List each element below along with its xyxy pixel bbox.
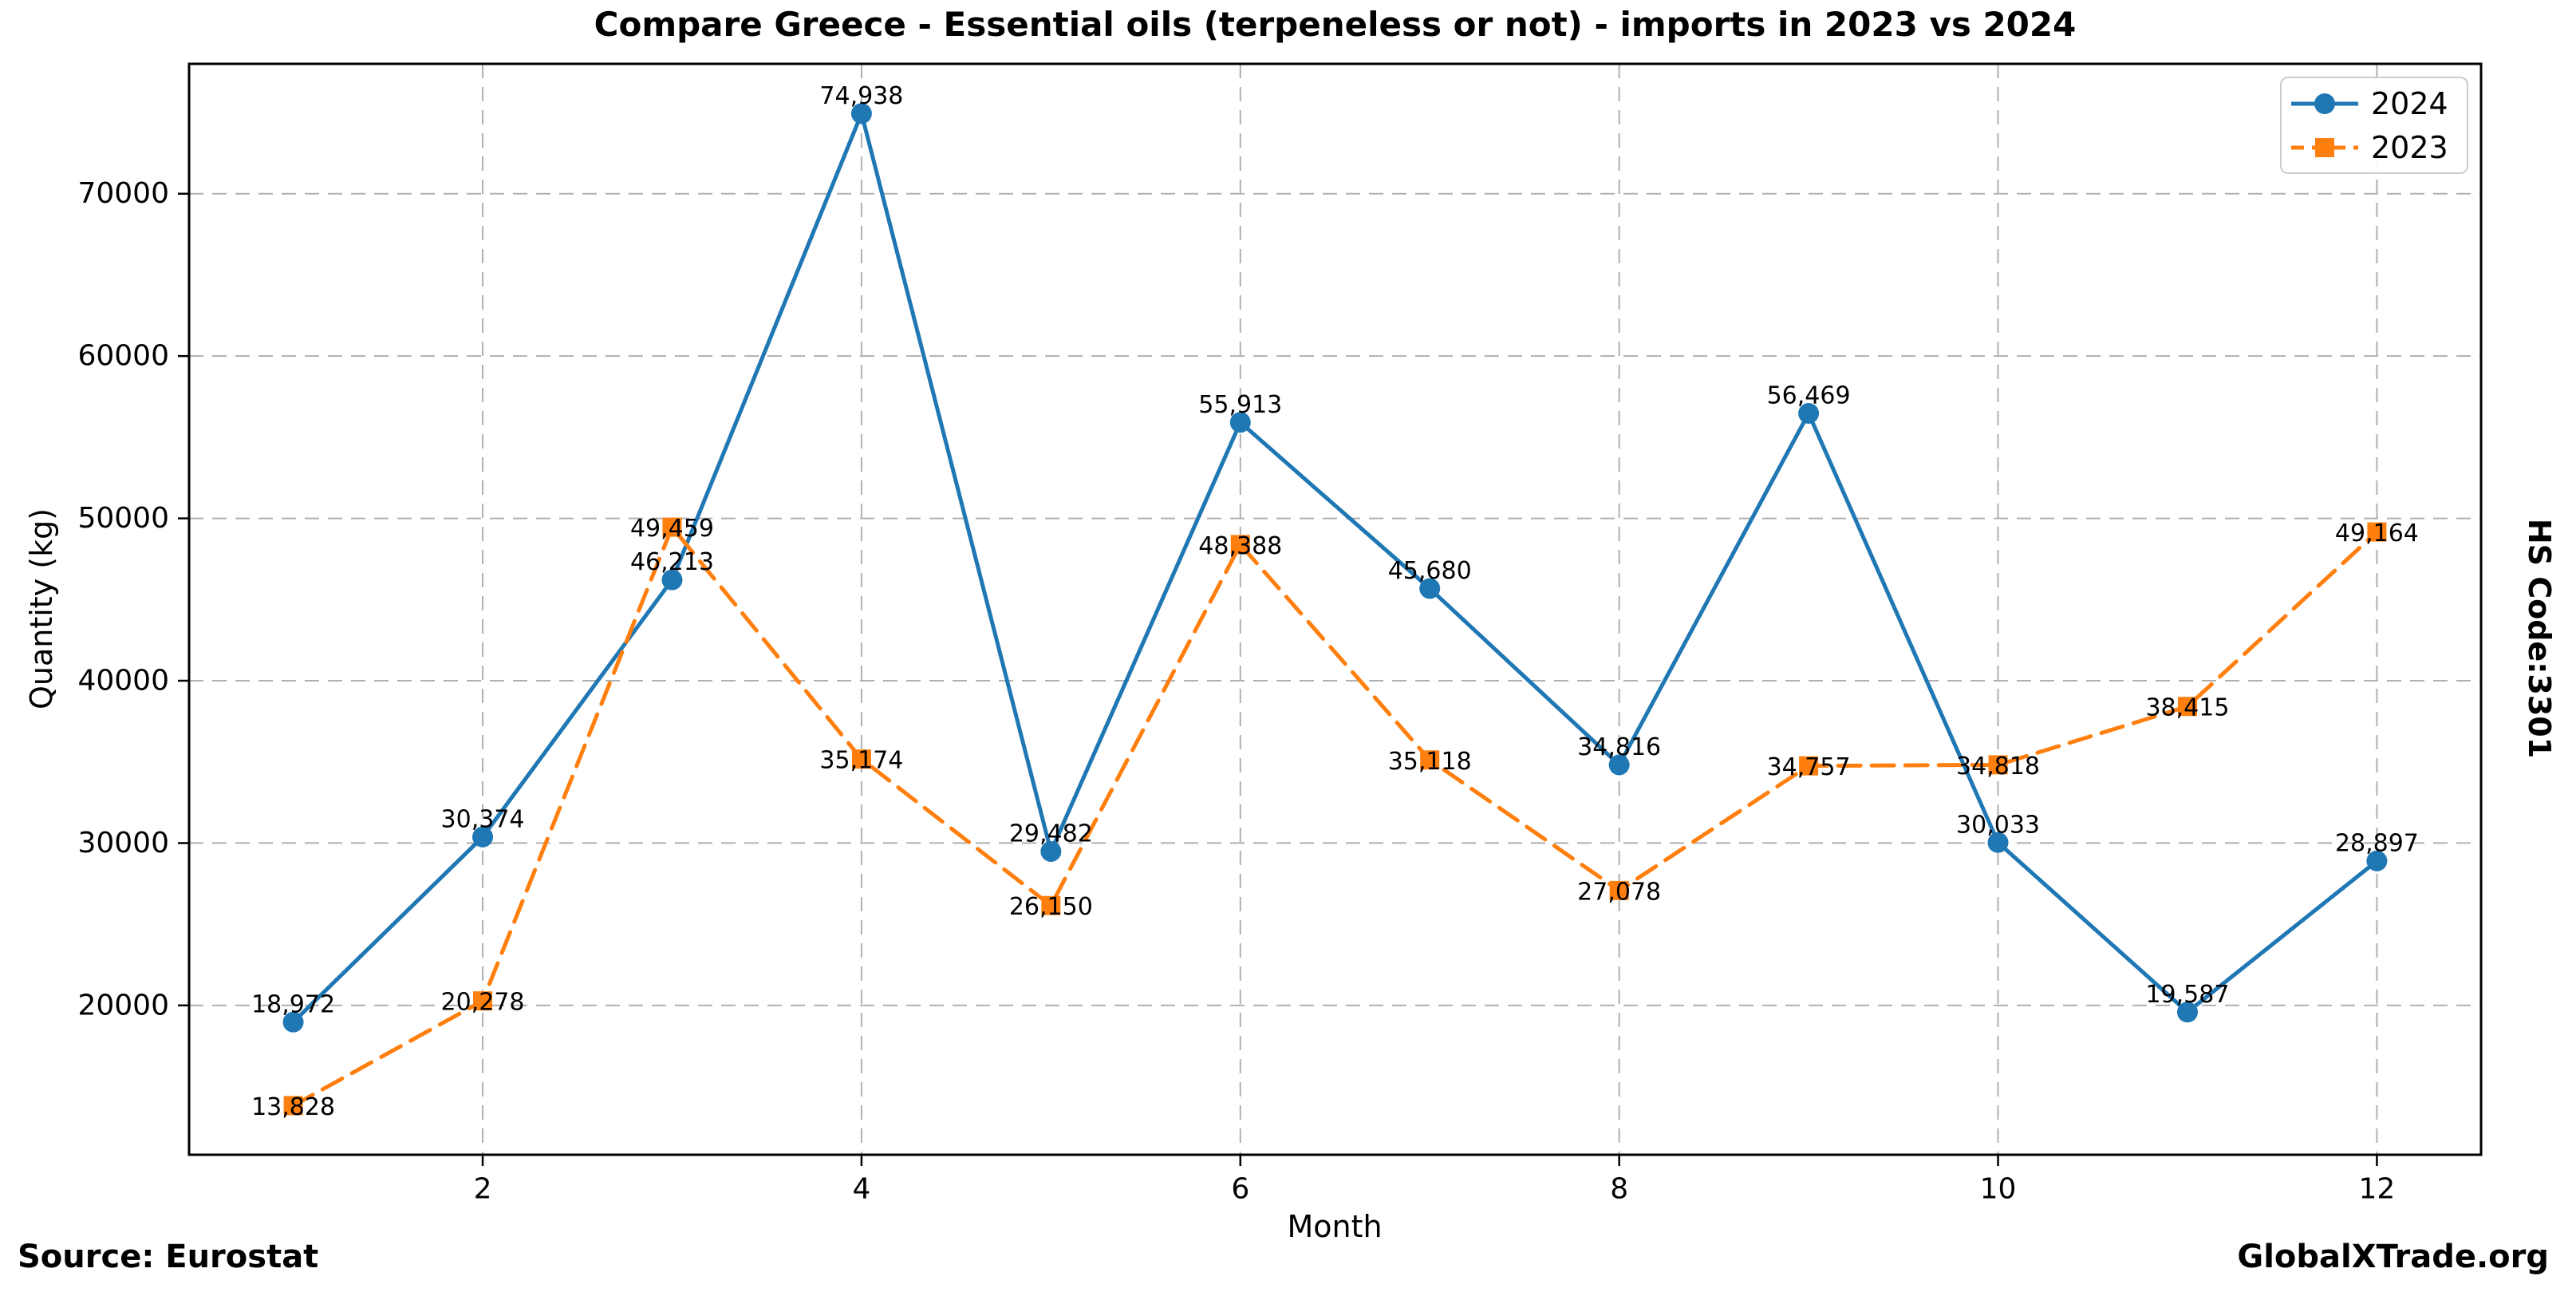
legend-label-2023: 2023 [2371, 129, 2448, 165]
data-label-2023-m11: 38,415 [2145, 694, 2229, 722]
legend: 2024 2023 [2280, 77, 2468, 174]
brand-label: GlobalXTrade.org [2237, 1239, 2549, 1275]
legend-line-2023-icon [2291, 137, 2358, 157]
data-point-2024-m10 [1987, 832, 2009, 853]
data-label-2024-m8: 34,816 [1577, 733, 1661, 761]
data-point-2024-m9 [1798, 402, 1820, 424]
data-point-2023-m10 [1988, 755, 2008, 775]
data-label-2024-m6: 55,913 [1198, 391, 1282, 419]
data-label-2023-m9: 34,757 [1767, 753, 1851, 781]
data-point-2024-m7 [1419, 578, 1441, 599]
data-point-2024-m11 [2176, 1002, 2198, 1023]
x-axis-label: Month [1287, 1209, 1383, 1244]
data-label-2024-m5: 29,482 [1009, 820, 1093, 848]
data-label-2024-m12: 28,897 [2335, 829, 2419, 857]
data-label-2024-m3: 46,213 [630, 548, 714, 576]
x-tick-label: 10 [1980, 1173, 2017, 1206]
data-point-2023-m12 [2367, 522, 2387, 542]
data-label-2023-m3: 49,459 [630, 515, 714, 543]
data-label-2023-m6: 48,388 [1198, 532, 1282, 560]
data-label-2023-m7: 35,118 [1388, 748, 1472, 776]
x-tick-label: 12 [2359, 1173, 2396, 1206]
legend-label-2024: 2024 [2371, 85, 2448, 121]
data-label-2023-m1: 13,828 [251, 1093, 335, 1121]
axes-border [187, 62, 2483, 1156]
y-tick-label: 50000 [77, 502, 169, 535]
data-label-2023-m4: 35,174 [819, 747, 903, 775]
y-tick-label: 30000 [77, 827, 169, 859]
data-point-2023-m9 [1799, 756, 1819, 776]
data-label-2023-m8: 27,078 [1577, 878, 1661, 906]
data-point-2023-m3 [662, 517, 682, 537]
data-label-2023-m2: 20,278 [441, 989, 525, 1017]
data-point-2023-m7 [1420, 750, 1440, 770]
x-tick-label: 6 [1231, 1173, 1249, 1206]
data-point-2024-m3 [661, 569, 683, 591]
data-label-2024-m7: 45,680 [1388, 557, 1472, 585]
legend-item-2024: 2024 [2290, 88, 2459, 120]
data-label-2024-m11: 19,587 [2145, 981, 2229, 1009]
data-label-2024-m1: 18,972 [251, 990, 335, 1018]
data-point-2023-m5 [1041, 895, 1061, 915]
y-axis-label: Quantity (kg) [24, 508, 59, 710]
legend-item-2023: 2023 [2290, 132, 2459, 164]
data-label-2024-m4: 74,938 [819, 82, 903, 110]
hs-code-label: HS Code:3301 [2522, 518, 2557, 759]
y-tick-label: 20000 [77, 989, 169, 1021]
data-point-2023-m8 [1609, 880, 1629, 900]
source-note: Source: Eurostat [18, 1239, 319, 1275]
data-label-2023-m5: 26,150 [1009, 893, 1093, 921]
data-label-2023-m12: 49,164 [2335, 520, 2419, 547]
x-tick-label: 2 [474, 1173, 492, 1206]
data-point-2023-m4 [851, 749, 871, 769]
data-point-2023-m11 [2177, 697, 2197, 717]
data-point-2024-m6 [1229, 412, 1251, 433]
series-line-2024 [291, 111, 2379, 1025]
series-line-2023 [291, 525, 2379, 1108]
data-label-2023-m10: 34,818 [1956, 753, 2040, 780]
data-point-2024-m4 [850, 103, 872, 124]
y-tick-label: 60000 [77, 340, 169, 373]
data-point-2024-m2 [472, 826, 494, 848]
data-point-2023-m1 [283, 1096, 303, 1116]
y-tick-label: 40000 [77, 665, 169, 697]
y-tick-label: 70000 [77, 177, 169, 210]
chart-title: Compare Greece - Essential oils (terpene… [594, 5, 2077, 44]
legend-line-2024-icon [2291, 93, 2358, 114]
data-point-2023-m2 [473, 991, 493, 1011]
data-point-2024-m1 [282, 1011, 304, 1033]
x-tick-label: 4 [852, 1173, 870, 1206]
data-label-2024-m9: 56,469 [1767, 381, 1851, 409]
data-label-2024-m2: 30,374 [441, 805, 525, 833]
data-point-2023-m6 [1230, 535, 1250, 555]
data-point-2024-m5 [1040, 840, 1062, 862]
data-point-2024-m12 [2366, 850, 2388, 871]
data-point-2024-m8 [1608, 754, 1630, 776]
data-label-2024-m10: 30,033 [1956, 811, 2040, 839]
x-tick-label: 8 [1610, 1173, 1628, 1206]
